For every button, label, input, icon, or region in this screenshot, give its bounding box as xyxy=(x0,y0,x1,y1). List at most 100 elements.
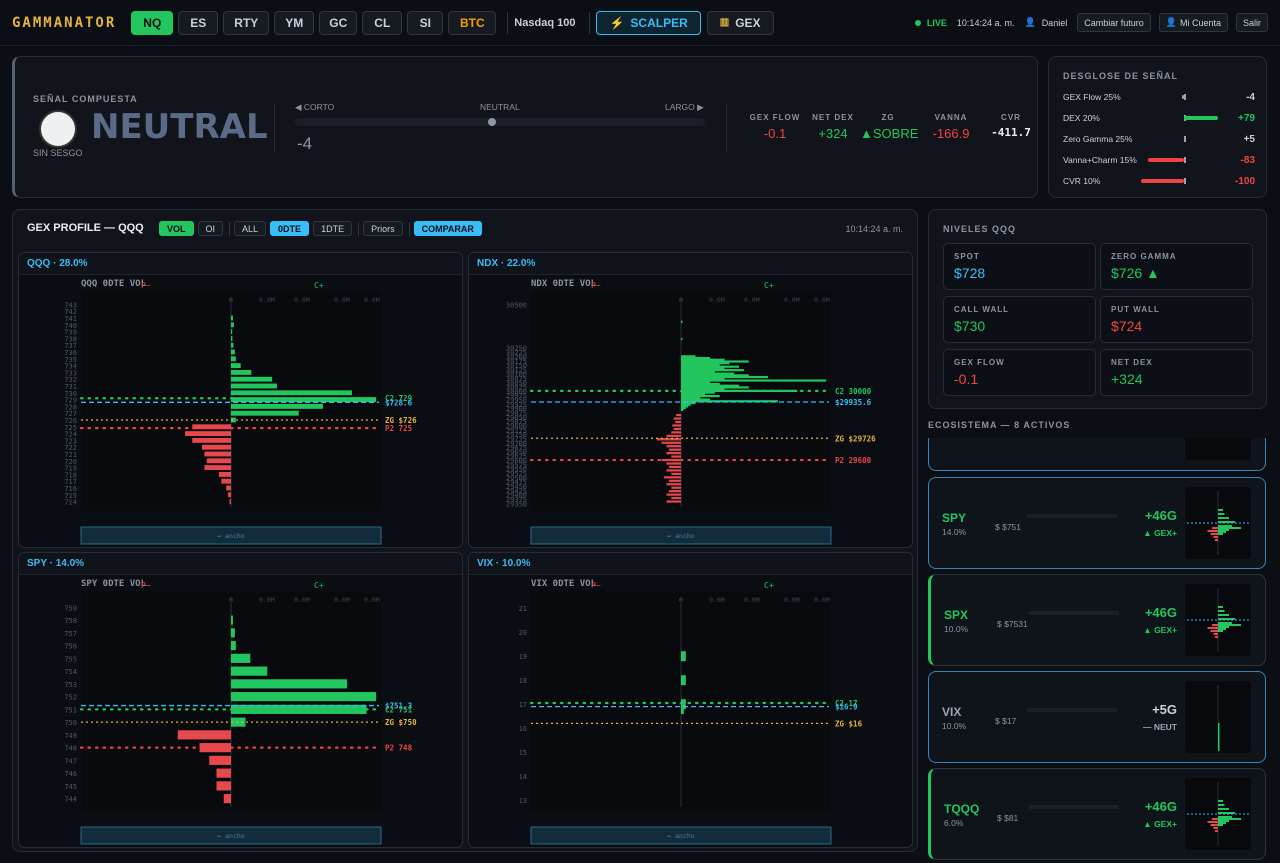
gex-bar xyxy=(664,476,681,479)
ticker-gc-button[interactable]: GC xyxy=(319,10,358,35)
gex-bar xyxy=(209,755,231,765)
sparkline-mark xyxy=(1218,531,1226,533)
sparkline-mark xyxy=(1218,816,1232,818)
asset-bar xyxy=(1029,611,1119,615)
gex-oi-button[interactable]: OI xyxy=(197,221,224,236)
gex-1dte-button[interactable]: 1DTE xyxy=(313,221,353,236)
y-tick-label: 29425 xyxy=(506,487,527,495)
chart-title: SPY 0DTE VOL xyxy=(81,579,147,589)
user-icon: 👤 xyxy=(1024,17,1036,27)
gex-comparar-button[interactable]: COMPARAR xyxy=(413,221,482,236)
gex-vol-button[interactable]: VOL xyxy=(159,221,194,236)
gex-bar xyxy=(231,666,268,676)
ecosystem-card-spx[interactable]: SPX 10.0% $ $7531 +46G ▲ GEX+ xyxy=(928,574,1266,666)
call-label: C+ xyxy=(314,281,324,290)
account-button[interactable]: 👤 Mi Cuenta xyxy=(1158,13,1228,32)
ticker-nq-button[interactable]: NQ xyxy=(131,10,174,35)
scale-tick-label: 0.0M xyxy=(334,296,350,304)
live-indicator: LIVE xyxy=(926,17,947,28)
change-future-button[interactable]: Cambiar futuro xyxy=(1077,13,1151,32)
gex-chart-spy: SPY · 14.0% SPY 0DTE VOL P− C+ 0 0.0M 0.0M 0.0M… xyxy=(18,552,463,848)
gex-bar xyxy=(671,496,681,500)
asset-bar xyxy=(1027,708,1117,712)
gex-bar xyxy=(656,438,681,441)
gex-bar xyxy=(231,679,348,689)
gex-bar xyxy=(681,405,689,408)
asset-weight: 10.0% xyxy=(942,721,967,731)
sparkline-mark xyxy=(1218,818,1241,820)
level-card-gex-flow: GEX FLOW -0.1 xyxy=(943,349,1096,396)
level-label: P2 29600 xyxy=(835,456,872,465)
gex-bar xyxy=(681,393,706,396)
ticker-si-button[interactable]: SI xyxy=(407,10,444,35)
scale-tick-label: 0.0M xyxy=(334,596,350,604)
asset-gex-tag: ▲ GEX+ xyxy=(1143,819,1177,829)
breakdown-name: DEX 20% xyxy=(1063,113,1100,123)
ecosystem-card-spy[interactable]: SPY 14.0% $ $751 +46G ▲ GEX+ xyxy=(928,477,1266,569)
ticker-btc-button[interactable]: BTC xyxy=(448,10,497,35)
scalper-mode-button[interactable]: ⚡ SCALPER xyxy=(596,10,701,35)
gex-bar xyxy=(672,424,681,427)
sparkline-mark xyxy=(1207,530,1218,532)
y-tick-label: 29400 xyxy=(506,492,527,500)
y-tick-label: 16 xyxy=(519,725,527,733)
gex-all-button[interactable]: ALL xyxy=(234,221,267,236)
gex-priors-button[interactable]: Priors xyxy=(363,221,403,236)
gex-bar xyxy=(231,335,233,341)
sparkline-mark xyxy=(1218,513,1225,515)
gex-bar xyxy=(681,384,740,387)
level-value: $728 xyxy=(954,265,986,281)
gex-bar xyxy=(231,349,235,355)
y-tick-label: 29950 xyxy=(506,397,527,405)
gex-bar xyxy=(668,448,681,451)
asset-price: $ $17 xyxy=(995,716,1017,726)
y-tick-label: 756 xyxy=(64,643,77,651)
metric-cvr: CVR -411.7 xyxy=(983,113,1039,139)
live-dot-icon xyxy=(914,19,921,26)
ecosystem-card-partial[interactable] xyxy=(928,438,1266,471)
ecosystem-card-tqqq[interactable]: TQQQ 6.0% $ $81 +46G ▲ GEX+ xyxy=(928,768,1266,860)
y-tick-label: 29350 xyxy=(506,500,527,508)
asset-bar xyxy=(1029,805,1119,809)
gex-bar xyxy=(681,398,711,401)
y-tick-label: 29975 xyxy=(506,392,527,400)
ticker-ym-button[interactable]: YM xyxy=(274,10,315,35)
y-tick-label: 29625 xyxy=(506,453,527,461)
gex-mode-button[interactable]: ▥ GEX xyxy=(706,10,774,35)
ecosystem-card-vix[interactable]: VIX 10.0% $ $17 +5G — NEUT xyxy=(928,671,1266,763)
ticker-cl-button[interactable]: CL xyxy=(362,10,403,35)
ecosystem-list[interactable]: SPY 14.0% $ $751 +46G ▲ GEX+ SPX 10.0% $ $7531 +… xyxy=(928,438,1268,863)
asset-price: $ $751 xyxy=(995,522,1021,532)
y-tick-label: 758 xyxy=(64,617,77,625)
put-label: P− xyxy=(141,581,151,590)
sparkline-mark xyxy=(1218,521,1235,523)
level-label: C2 751 xyxy=(385,705,413,714)
breakdown-name: CVR 10% xyxy=(1063,176,1101,186)
ticker-rty-button[interactable]: RTY xyxy=(223,10,270,35)
level-value: $726 ▲ xyxy=(1111,265,1160,281)
sparkline-mark xyxy=(1218,509,1223,511)
y-tick-label: 30225 xyxy=(506,349,527,357)
signal-value: NEUTRAL xyxy=(91,107,268,147)
ecosystem-title: ECOSISTEMA — 8 ACTIVOS xyxy=(928,420,1071,430)
y-tick-label: 30050 xyxy=(506,379,527,387)
y-tick-label: 29650 xyxy=(506,448,527,456)
metric-vanna: VANNA -166.9 xyxy=(923,113,979,141)
gex-bar xyxy=(681,355,696,358)
gex-bar xyxy=(681,407,686,410)
ticker-es-button[interactable]: ES xyxy=(178,10,219,35)
gex-bar xyxy=(681,386,749,389)
chart-panel-title: SPY · 14.0% xyxy=(19,553,462,575)
y-tick-label: 30500 xyxy=(506,301,527,309)
y-tick-label: 720 xyxy=(64,458,77,466)
level-label: $16.9 xyxy=(835,703,858,712)
signal-slider-track xyxy=(295,118,705,126)
y-tick-label: 726 xyxy=(64,417,77,425)
gex-0dte-button[interactable]: 0DTE xyxy=(270,221,310,236)
gex-bar xyxy=(666,452,681,455)
gex-bar xyxy=(681,396,701,399)
y-tick-label: 29750 xyxy=(506,431,527,439)
logout-button[interactable]: Salir xyxy=(1235,13,1268,32)
y-tick-label: 30175 xyxy=(506,358,527,366)
breakdown-value: -4 xyxy=(1246,91,1255,103)
